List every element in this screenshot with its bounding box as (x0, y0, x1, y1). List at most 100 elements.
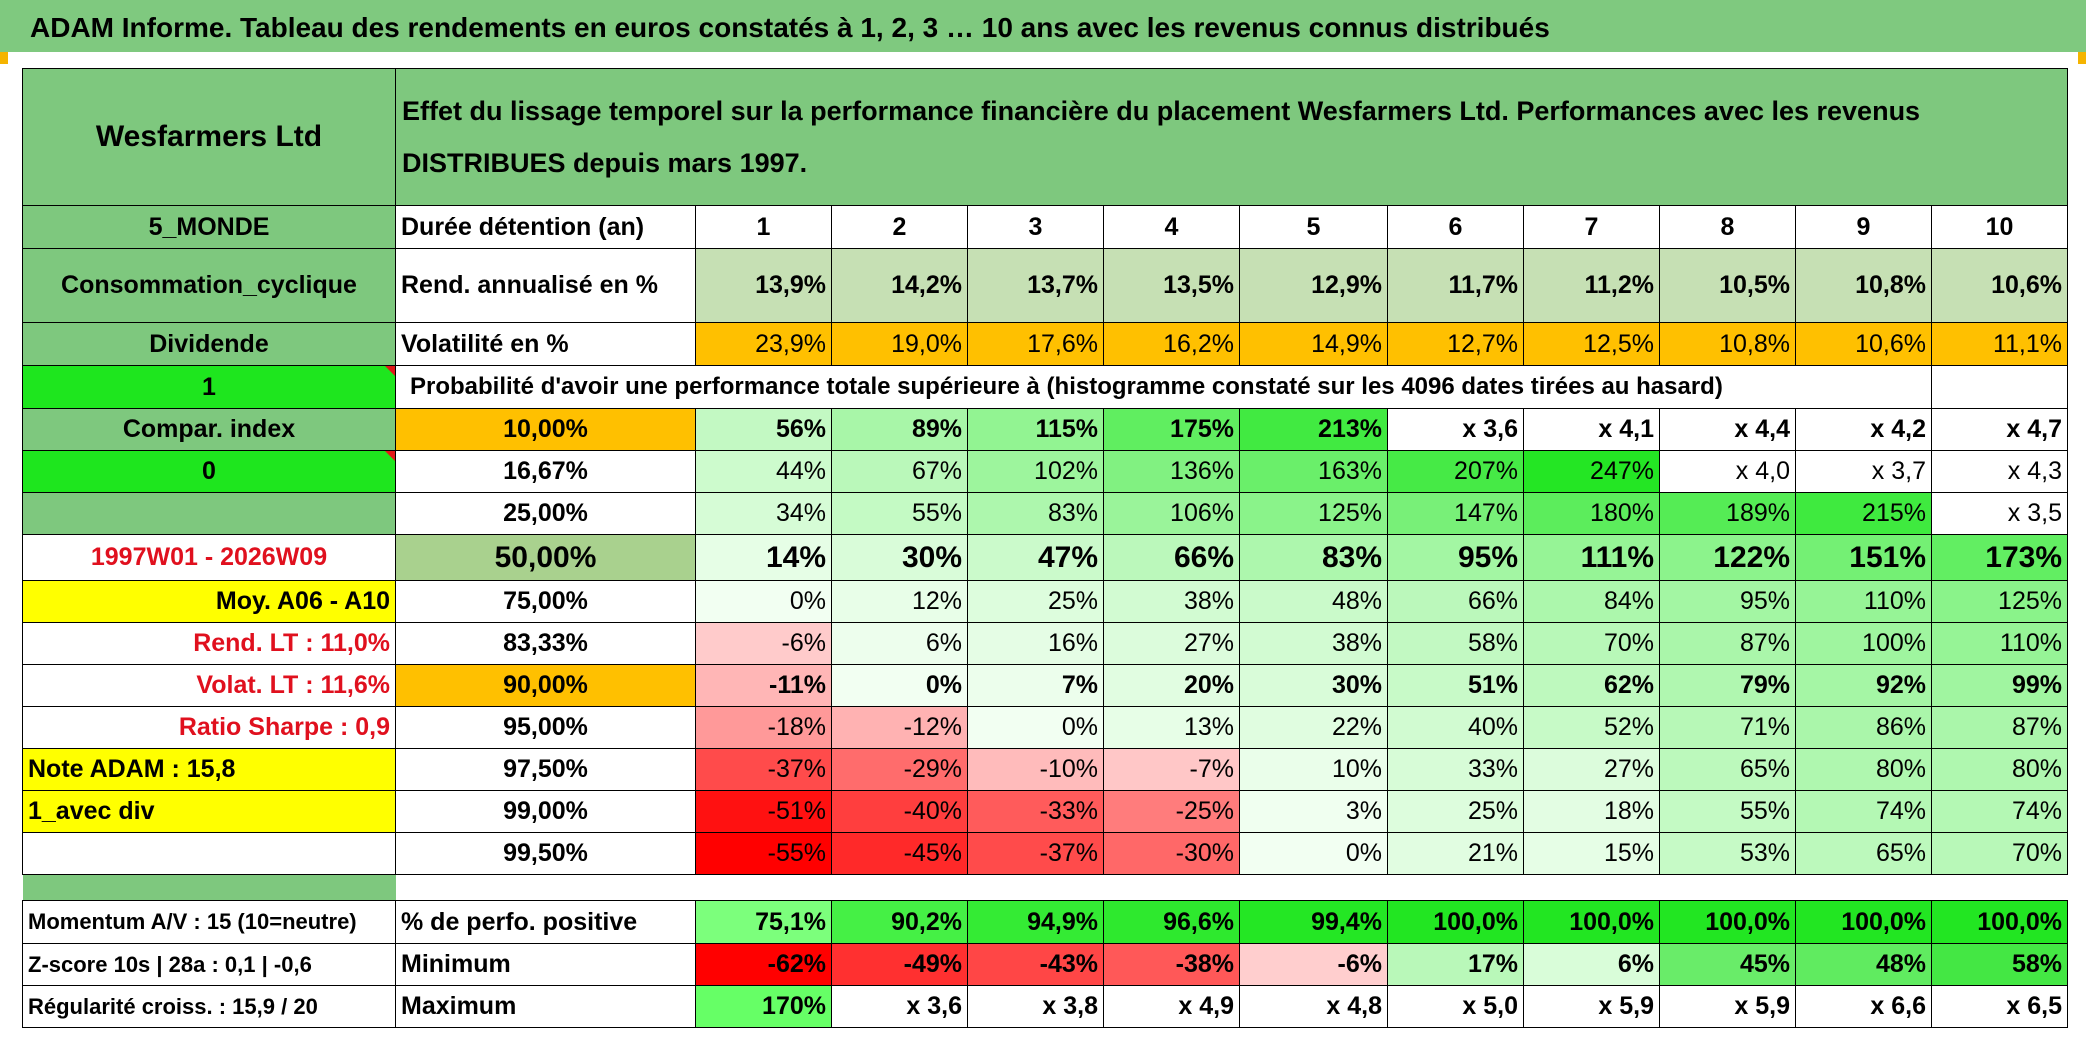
probability-value: -33% (967, 790, 1104, 833)
maximum-value: x 6,6 (1795, 985, 1932, 1028)
note-adam-label: Note ADAM : 15,8 (22, 748, 396, 791)
probability-value: 207% (1387, 450, 1524, 493)
rend-value: 13,9% (695, 248, 832, 323)
volat-value: 17,6% (967, 322, 1104, 366)
year-header: 2 (831, 205, 968, 249)
maximum-value: x 4,8 (1239, 985, 1388, 1028)
probability-value: 66% (1387, 580, 1524, 623)
probability-value: 175% (1103, 408, 1240, 451)
probability-value: -18% (695, 706, 832, 749)
blank-left (22, 832, 396, 875)
rend-value: 14,2% (831, 248, 968, 323)
probability-value: -37% (695, 748, 832, 791)
momentum-label: Momentum A/V : 15 (10=neutre) (22, 900, 396, 944)
probability-value: 0% (695, 580, 832, 623)
probability-value: -40% (831, 790, 968, 833)
maximum-value: x 5,9 (1523, 985, 1660, 1028)
probability-threshold: 95,00% (395, 706, 696, 749)
avec-div-label: 1_avec div (22, 790, 396, 833)
flag-one: 1 (22, 365, 396, 409)
rend-value: 11,2% (1523, 248, 1660, 323)
probability-value: -12% (831, 706, 968, 749)
probability-value: 247% (1523, 450, 1660, 493)
probability-value: 14% (695, 534, 832, 581)
year-header: 9 (1795, 205, 1932, 249)
period-label: 1997W01 - 2026W09 (22, 534, 396, 581)
probability-value: x 3,5 (1931, 492, 2068, 535)
regularite-label: Régularité croiss. : 15,9 / 20 (22, 985, 396, 1028)
minimum-value: 58% (1931, 943, 2068, 986)
volat-value: 12,5% (1523, 322, 1660, 366)
probability-value: x 4,3 (1931, 450, 2068, 493)
rend-lt-label: Rend. LT : 11,0% (22, 622, 396, 665)
probability-value: 10% (1239, 748, 1388, 791)
probability-value: -11% (695, 664, 832, 707)
probability-value: -51% (695, 790, 832, 833)
year-header: 7 (1523, 205, 1660, 249)
probability-value: -7% (1103, 748, 1240, 791)
probability-value: 52% (1523, 706, 1660, 749)
volat-value: 16,2% (1103, 322, 1240, 366)
probability-value: 27% (1523, 748, 1660, 791)
rend-value: 10,8% (1795, 248, 1932, 323)
probability-value: 12% (831, 580, 968, 623)
probability-value: 99% (1931, 664, 2068, 707)
positive-value: 94,9% (967, 900, 1104, 944)
probability-value: 102% (967, 450, 1104, 493)
maximum-value: x 5,0 (1387, 985, 1524, 1028)
year-header: 1 (695, 205, 832, 249)
probability-value: 106% (1103, 492, 1240, 535)
rend-value: 13,7% (967, 248, 1104, 323)
probability-value: 125% (1931, 580, 2068, 623)
volat-value: 10,8% (1659, 322, 1796, 366)
probability-value: 38% (1103, 580, 1240, 623)
probability-value: -37% (967, 832, 1104, 875)
probability-value: -10% (967, 748, 1104, 791)
probability-value: 80% (1931, 748, 2068, 791)
probability-value: 18% (1523, 790, 1660, 833)
maximum-value: 170% (695, 985, 832, 1028)
probability-value: 48% (1239, 580, 1388, 623)
rend-value: 13,5% (1103, 248, 1240, 323)
probability-value: 87% (1659, 622, 1796, 665)
probability-value: 74% (1795, 790, 1932, 833)
zscore-label: Z-score 10s | 28a : 0,1 | -0,6 (22, 943, 396, 986)
probability-value: 125% (1239, 492, 1388, 535)
year-header: 8 (1659, 205, 1796, 249)
probability-value: 115% (967, 408, 1104, 451)
volat-label: Volatilité en % (395, 322, 696, 366)
proba-label: Probabilité d'avoir une performance tota… (395, 365, 1932, 409)
probability-value: 56% (695, 408, 832, 451)
rend-value: 10,5% (1659, 248, 1796, 323)
probability-threshold: 25,00% (395, 492, 696, 535)
probability-value: x 4,4 (1659, 408, 1796, 451)
minimum-value: -6% (1239, 943, 1388, 986)
probability-value: 7% (967, 664, 1104, 707)
report-frame (0, 52, 2086, 1044)
probability-value: x 4,0 (1659, 450, 1796, 493)
sector-label: Consommation_cyclique (22, 248, 396, 323)
minimum-value: -62% (695, 943, 832, 986)
probability-value: 0% (1239, 832, 1388, 875)
probability-value: -55% (695, 832, 832, 875)
probability-value: 110% (1931, 622, 2068, 665)
rend-value: 11,7% (1387, 248, 1524, 323)
minimum-value: 48% (1795, 943, 1932, 986)
probability-value: -30% (1103, 832, 1240, 875)
comment-marker (385, 451, 395, 461)
probability-value: -45% (831, 832, 968, 875)
volat-value: 19,0% (831, 322, 968, 366)
probability-threshold: 50,00% (395, 534, 696, 581)
comment-marker (385, 366, 395, 376)
year-header: 6 (1387, 205, 1524, 249)
probability-value: 74% (1931, 790, 2068, 833)
volat-value: 10,6% (1795, 322, 1932, 366)
year-header: 3 (967, 205, 1104, 249)
minimum-value: -38% (1103, 943, 1240, 986)
probability-threshold: 75,00% (395, 580, 696, 623)
probability-value: 47% (967, 534, 1104, 581)
probability-value: 40% (1387, 706, 1524, 749)
volat-value: 11,1% (1931, 322, 2068, 366)
probability-value: 84% (1523, 580, 1660, 623)
year-header: 5 (1239, 205, 1388, 249)
